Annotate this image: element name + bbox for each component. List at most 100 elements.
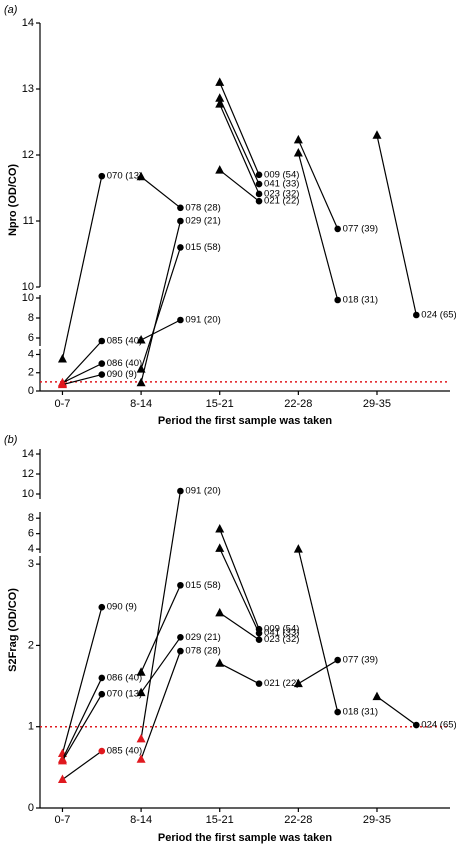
series-line <box>298 659 338 685</box>
triangle-marker <box>215 77 225 86</box>
x-tick-label: 8-14 <box>130 814 152 826</box>
point-label: 015 (58) <box>185 580 220 591</box>
y-tick-label: 8 <box>28 312 34 324</box>
series-line <box>219 548 260 634</box>
y-tick-label: 12 <box>22 149 34 161</box>
series-line <box>376 135 417 316</box>
series-line <box>140 176 181 209</box>
series-line <box>376 696 417 726</box>
point-label: 009 (54) <box>264 169 299 180</box>
series-line <box>140 490 182 739</box>
point-label: 024 (65) <box>421 720 456 731</box>
circle-marker <box>177 647 184 655</box>
point-label: 009 (54) <box>264 624 299 635</box>
circle-marker <box>255 197 263 205</box>
point-label: 091 (20) <box>185 315 220 326</box>
circle-marker <box>334 225 341 233</box>
x-tick-label: 0-7 <box>55 814 71 826</box>
y-tick-label: 2 <box>28 639 34 651</box>
circle-marker <box>98 690 106 698</box>
point-label: 029 (21) <box>185 216 220 227</box>
series-line <box>219 169 260 202</box>
series-line <box>62 340 103 385</box>
series-line <box>219 103 260 195</box>
circle-marker <box>255 180 263 188</box>
series-line <box>140 247 181 370</box>
series-line <box>62 363 103 384</box>
circle-marker <box>98 172 106 180</box>
y-tick-label: 10 <box>22 281 34 293</box>
x-tick-label: 22-28 <box>284 398 312 410</box>
y-tick-label: 2 <box>28 367 34 379</box>
panel-title: (b) <box>4 434 18 446</box>
triangle-marker <box>136 667 146 676</box>
point-label: 086 (40) <box>107 672 142 683</box>
x-axis-label: Period the first sample was taken <box>158 415 333 427</box>
x-tick-label: 29-35 <box>363 814 391 826</box>
y-tick-label: 4 <box>28 543 34 555</box>
point-label: 086 (40) <box>107 358 142 369</box>
point-label: 015 (58) <box>185 242 220 253</box>
triangle-marker <box>136 171 146 181</box>
series-line <box>61 607 103 754</box>
series-line <box>297 152 339 301</box>
point-label: 041 (33) <box>264 628 299 639</box>
point-label: 078 (28) <box>185 646 220 657</box>
series-line <box>219 82 260 176</box>
circle-marker <box>255 629 263 637</box>
circle-marker <box>177 487 184 495</box>
circle-marker <box>177 581 184 589</box>
y-tick-label: 0 <box>28 385 34 397</box>
triangle-marker <box>293 148 303 157</box>
circle-marker <box>255 190 263 198</box>
point-label: 024 (65) <box>421 310 456 321</box>
point-label: 023 (32) <box>264 188 299 199</box>
y-tick-label: 10 <box>22 488 34 500</box>
series-line <box>219 662 260 685</box>
series-line <box>61 677 103 760</box>
triangle-marker <box>215 165 225 174</box>
x-tick-label: 0-7 <box>55 398 71 410</box>
y-tick-label: 12 <box>22 468 34 480</box>
triangle-marker <box>293 678 303 688</box>
triangle-marker <box>372 691 382 701</box>
y-tick-label: 6 <box>28 528 34 540</box>
x-axis-label: Period the first sample was taken <box>158 832 333 844</box>
point-label: 090 (9) <box>107 602 137 613</box>
circle-marker <box>98 603 106 611</box>
circle-marker <box>255 636 263 644</box>
triangle-marker <box>215 93 225 102</box>
point-label: 018 (31) <box>343 295 378 306</box>
point-label: 029 (21) <box>185 632 220 643</box>
triangle-marker <box>136 335 146 344</box>
point-label: 085 (40) <box>107 746 142 757</box>
triangle-marker <box>215 658 225 667</box>
circle-marker <box>98 337 106 345</box>
y-tick-label: 13 <box>22 83 34 95</box>
point-label: 070 (13) <box>107 171 142 182</box>
y-tick-label: 1 <box>28 721 34 733</box>
x-tick-label: 8-14 <box>130 398 152 410</box>
circle-marker <box>413 721 420 729</box>
triangle-marker <box>136 754 146 763</box>
point-label: 085 (40) <box>107 336 142 347</box>
circle-marker <box>334 296 341 304</box>
point-label: 021 (22) <box>264 196 299 207</box>
triangle-marker <box>215 524 225 533</box>
triangle-marker <box>136 364 146 373</box>
series-line <box>219 612 260 641</box>
series-line <box>219 528 260 630</box>
circle-marker <box>98 747 106 755</box>
point-label: 078 (28) <box>185 202 220 213</box>
triangle-marker <box>215 607 225 617</box>
y-tick-label: 11 <box>23 215 34 227</box>
y-tick-label: 14 <box>22 17 34 29</box>
series-line <box>140 636 181 693</box>
point-label: 091 (20) <box>185 486 220 497</box>
circle-marker <box>334 708 341 716</box>
y-tick-label: 0 <box>28 802 34 814</box>
triangle-marker <box>57 755 67 765</box>
triangle-marker <box>136 377 146 387</box>
triangle-marker <box>57 354 67 363</box>
